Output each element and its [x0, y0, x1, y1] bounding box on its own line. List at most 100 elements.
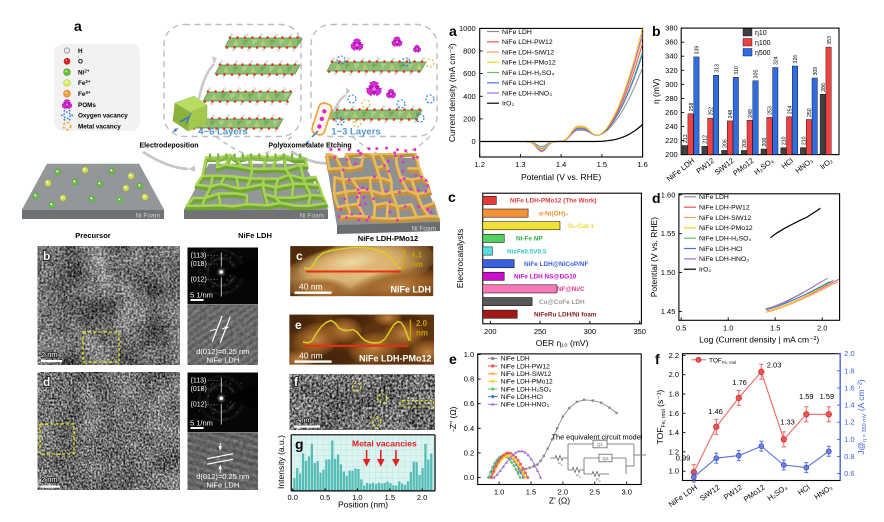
svg-text:NiFe LDH-PMo12 (The Work): NiFe LDH-PMo12 (The Work) [510, 198, 597, 205]
svg-text:b: b [652, 23, 661, 39]
svg-text:210: 210 [801, 136, 807, 145]
svg-text:1.59: 1.59 [820, 392, 835, 401]
svg-text:1.0: 1.0 [723, 323, 733, 332]
svg-text:NiFe LDH-PMo12: NiFe LDH-PMo12 [358, 234, 418, 243]
svg-text:5 1/nm: 5 1/nm [190, 291, 213, 300]
svg-text:Metal vacancies: Metal vacancies [352, 439, 417, 449]
svg-text:Ni-Fe NP: Ni-Fe NP [516, 236, 543, 243]
svg-text:320: 320 [665, 66, 678, 75]
svg-text:nm: nm [416, 329, 428, 338]
svg-text:NiFe LDH-HCl: NiFe LDH-HCl [502, 80, 546, 87]
svg-text:4~6 Layers: 4~6 Layers [198, 127, 247, 138]
svg-text:309: 309 [813, 67, 819, 76]
svg-text:NF@Ni/C: NF@Ni/C [557, 286, 585, 293]
svg-text:0.5: 0.5 [676, 323, 686, 332]
svg-text:220: 220 [665, 136, 678, 145]
svg-text:Oxygen vacancy: Oxygen vacancy [78, 113, 128, 120]
svg-text:250: 250 [534, 327, 547, 336]
svg-text:249: 249 [748, 109, 754, 118]
svg-text:1.5: 1.5 [770, 323, 780, 332]
svg-text:300: 300 [665, 80, 678, 89]
svg-text:Ni Foam: Ni Foam [411, 226, 436, 233]
svg-text:NiFe LDH: NiFe LDH [391, 285, 432, 295]
svg-text:248: 248 [728, 110, 734, 119]
svg-text:ct: ct [579, 475, 582, 479]
svg-text:η10: η10 [755, 30, 767, 37]
svg-text:253: 253 [768, 106, 774, 115]
svg-text:c: c [448, 189, 456, 205]
svg-text:(113): (113) [191, 378, 207, 385]
svg-text:e: e [449, 351, 457, 367]
svg-text:1.60: 1.60 [661, 190, 676, 199]
svg-text:NiFe LDH-H₂SO₄: NiFe LDH-H₂SO₄ [502, 70, 554, 77]
svg-text:(012): (012) [191, 277, 207, 284]
svg-text:Electrodeposition: Electrodeposition [139, 143, 198, 150]
svg-text:NiFe LDH-PMo12: NiFe LDH-PMo12 [501, 379, 553, 386]
svg-text:0.8: 0.8 [844, 452, 854, 461]
svg-text:R: R [558, 461, 561, 466]
svg-text:1.8: 1.8 [844, 366, 854, 375]
svg-text:NiFeRu LDH/Ni foam: NiFeRu LDH/Ni foam [534, 312, 597, 319]
svg-text:NiFe LDH: NiFe LDH [699, 194, 729, 201]
svg-text:O: O [78, 59, 83, 66]
svg-text:NiFe LDH@NiCoP/NF: NiFe LDH@NiCoP/NF [524, 261, 589, 268]
svg-text:IrO₂: IrO₂ [502, 101, 514, 108]
svg-text:IrO₂: IrO₂ [699, 267, 711, 274]
svg-text:258: 258 [689, 103, 695, 112]
svg-text:Precursor: Precursor [75, 231, 111, 240]
svg-text:TOF: TOF [709, 357, 722, 364]
svg-text:(012): (012) [191, 402, 207, 409]
svg-text:Z' (Ω): Z' (Ω) [549, 496, 570, 506]
svg-text:1.6: 1.6 [637, 160, 647, 169]
svg-text:TOFFe, mol (s⁻¹): TOFFe, mol (s⁻¹) [655, 389, 667, 444]
svg-text:210: 210 [782, 136, 788, 145]
svg-text:1.59: 1.59 [799, 392, 814, 401]
svg-text:d: d [599, 479, 601, 483]
svg-text:40 nm: 40 nm [299, 351, 323, 361]
svg-text:NiFe LDH NS@DG10: NiFe LDH NS@DG10 [514, 274, 577, 281]
svg-text:254: 254 [787, 105, 793, 114]
svg-text:Fe2+: Fe2+ [78, 79, 91, 87]
svg-text:O₂-Cat-1: O₂-Cat-1 [568, 223, 594, 230]
svg-text:1.0: 1.0 [494, 488, 504, 497]
svg-text:250: 250 [807, 108, 813, 117]
svg-text:NiFe LDH-HNO₃: NiFe LDH-HNO₃ [501, 402, 550, 409]
svg-text:g: g [295, 436, 304, 452]
svg-text:Fe3+: Fe3+ [78, 90, 91, 98]
svg-text:e: e [295, 318, 302, 332]
svg-text:NiFe LDH-SiW12: NiFe LDH-SiW12 [501, 371, 552, 378]
svg-text:310: 310 [734, 66, 740, 75]
svg-text:1000: 1000 [459, 24, 476, 33]
svg-text:R: R [576, 473, 579, 478]
svg-text:R: R [596, 477, 599, 482]
svg-text:1.5: 1.5 [526, 488, 536, 497]
svg-text:326: 326 [793, 55, 799, 64]
svg-text:NiFe LDH: NiFe LDH [238, 231, 272, 240]
svg-text:1.5: 1.5 [385, 493, 395, 502]
svg-text:1.46: 1.46 [708, 407, 723, 416]
svg-text:0.5: 0.5 [320, 493, 330, 502]
svg-text:NiFe LDH-H₂SO₄: NiFe LDH-H₂SO₄ [501, 386, 552, 393]
svg-text:NiFe LDH: NiFe LDH [501, 356, 530, 363]
svg-text:Fe, mol: Fe, mol [722, 360, 736, 365]
svg-text:(113): (113) [191, 253, 207, 260]
svg-text:Current density (mA cm⁻²): Current density (mA cm⁻²) [447, 43, 457, 142]
svg-text:600: 600 [463, 69, 476, 78]
svg-text:1.0: 1.0 [464, 350, 474, 359]
svg-text:NiFe LDH-HCl: NiFe LDH-HCl [699, 246, 743, 253]
svg-text:-Z" (Ω): -Z" (Ω) [448, 406, 458, 432]
svg-text:1~3 Layers: 1~3 Layers [331, 127, 380, 138]
svg-text:2.0: 2.0 [669, 370, 679, 379]
svg-text:2.0: 2.0 [417, 493, 427, 502]
svg-text:Potential (V vs. RHE): Potential (V vs. RHE) [521, 172, 601, 182]
svg-text:40 nm: 40 nm [299, 282, 323, 292]
svg-text:1.0: 1.0 [669, 467, 679, 476]
svg-text:2.03: 2.03 [767, 360, 782, 369]
svg-text:Log (Current density | mA cm⁻²: Log (Current density | mA cm⁻²) [699, 335, 819, 345]
svg-text:Potential (V vs. RHE): Potential (V vs. RHE) [649, 217, 659, 297]
svg-text:212: 212 [703, 135, 709, 144]
svg-text:300: 300 [584, 327, 597, 336]
svg-text:J@η = 350 mV (A cm⁻²): J@η = 350 mV (A cm⁻²) [856, 379, 868, 455]
svg-text:Q1: Q1 [597, 442, 604, 447]
svg-text:Metal vacancy: Metal vacancy [78, 123, 121, 130]
